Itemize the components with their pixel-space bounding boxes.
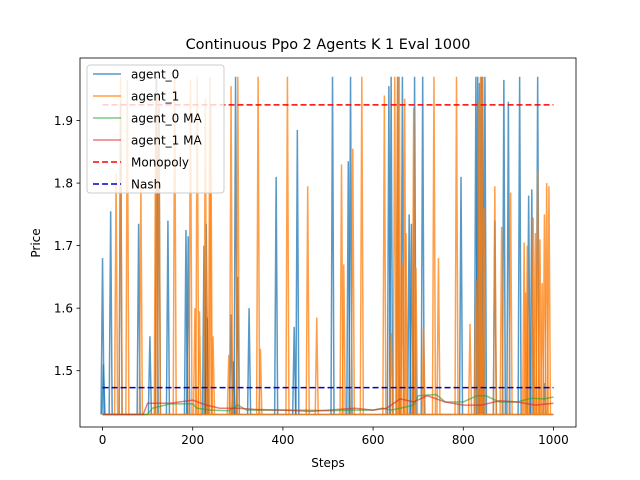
data-point-spike [382, 95, 387, 415]
legend: agent_0 agent_1 agent_0 MA agent_1 MA Monopo… [86, 64, 225, 194]
legend-entry-monopoly: Monopoly [93, 155, 189, 169]
data-point-spike [359, 76, 365, 415]
data-point-spike [295, 129, 300, 415]
data-point-spike [499, 226, 504, 415]
data-point-spike [100, 258, 105, 415]
data-point-spike [420, 76, 425, 415]
y-tick-label: 1.9 [54, 114, 73, 128]
x-axis: 0 200 400 600 800 1000 [99, 427, 569, 447]
data-point-spike [350, 148, 356, 415]
axes-frame [79, 57, 577, 428]
data-point-spike [546, 186, 552, 415]
y-tick-label: 1.6 [54, 301, 73, 315]
data-point-spike [165, 220, 171, 415]
legend-entry-nash: Nash [93, 177, 161, 191]
data-point-spike [108, 211, 113, 415]
chart-title: Continuous Ppo 2 Agents K 1 Eval 1000 [186, 37, 471, 53]
legend-entry-agent-1: agent_1 [93, 89, 179, 103]
data-point-spike [273, 176, 279, 415]
x-tick-label: 800 [452, 433, 475, 447]
legend-box [86, 64, 225, 194]
data-point-spike [525, 245, 530, 415]
series-agent-1 [102, 76, 554, 416]
y-tick-label: 1.8 [54, 176, 73, 190]
x-tick-label: 400 [271, 433, 294, 447]
series-layer [100, 76, 554, 416]
series-agent-1-ma [102, 394, 554, 416]
data-point-spike [413, 267, 419, 415]
plot-area [100, 76, 554, 416]
y-tick-label: 1.7 [54, 239, 73, 253]
legend-label: agent_1 MA [131, 133, 202, 147]
data-point-spike [314, 317, 319, 415]
y-axis: 1.5 1.6 1.7 1.8 1.9 [54, 114, 80, 378]
legend-label: agent_0 MA [131, 111, 202, 125]
data-point-spike [330, 76, 335, 415]
x-tick-label: 600 [362, 433, 385, 447]
data-point-spike [197, 311, 202, 415]
data-point-spike [235, 76, 241, 415]
x-axis-label: Steps [311, 456, 345, 470]
legend-entry-agent-1-ma: agent_1 MA [93, 133, 202, 147]
data-point-spike [431, 76, 437, 415]
data-point-spike [228, 86, 234, 415]
y-axis-label: Price [29, 228, 43, 257]
data-point-spike [305, 186, 310, 415]
data-point-spike [473, 280, 479, 415]
data-point-spike [246, 308, 252, 415]
data-point-spike [396, 76, 402, 415]
data-point-spike [517, 76, 522, 415]
legend-label: agent_1 [131, 89, 179, 103]
data-point-spike [454, 76, 459, 415]
data-point-spike [258, 348, 263, 415]
data-point-spike [492, 186, 498, 415]
data-point-spike [147, 336, 153, 415]
data-point-spike [421, 326, 426, 415]
data-point-spike [458, 176, 464, 415]
y-tick-label: 1.5 [54, 364, 73, 378]
data-point-spike [508, 192, 513, 415]
data-point-spike [341, 264, 347, 415]
legend-label: Nash [131, 177, 161, 191]
data-point-spike [285, 76, 290, 415]
legend-label: agent_0 [131, 67, 179, 81]
data-point-spike [436, 258, 441, 415]
legend-entry-agent-0: agent_0 [93, 67, 179, 81]
series-line [102, 394, 554, 416]
data-point-spike [388, 76, 394, 415]
data-point-spike [403, 233, 409, 415]
data-point-spike [255, 76, 261, 415]
legend-label: Monopoly [131, 155, 189, 169]
legend-entry-agent-0-ma: agent_0 MA [93, 111, 202, 125]
data-point-spike [411, 108, 416, 415]
x-tick-label: 0 [99, 433, 107, 447]
x-tick-label: 200 [181, 433, 204, 447]
data-point-spike [101, 364, 106, 415]
x-tick-label: 1000 [538, 433, 569, 447]
data-point-spike [467, 323, 473, 415]
data-point-spike [210, 336, 216, 415]
legend-entries: agent_0 agent_1 agent_0 MA agent_1 MA Monopo… [93, 67, 202, 191]
data-point-spike [291, 326, 297, 415]
data-point-spike [481, 208, 487, 415]
